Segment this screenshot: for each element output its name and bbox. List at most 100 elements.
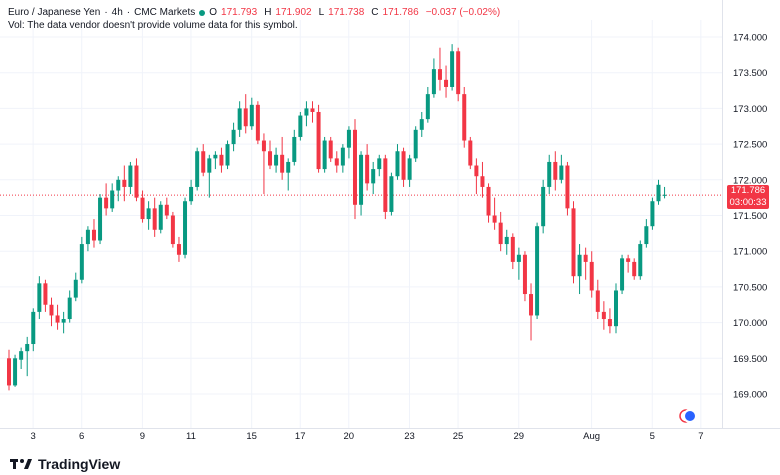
candle-body (601, 311, 606, 320)
candle (79, 236, 84, 284)
candle-body (49, 304, 54, 316)
legend-interval[interactable]: 4h (111, 7, 123, 18)
candle (389, 172, 394, 216)
candle-body (431, 69, 436, 95)
candle (413, 126, 418, 162)
candle (292, 129, 297, 166)
candle-body (110, 190, 115, 209)
candle (225, 140, 230, 170)
candle (365, 144, 370, 191)
candle-body (583, 254, 588, 262)
candle-body (492, 215, 497, 223)
candle (450, 44, 455, 91)
candle (516, 247, 521, 280)
candle (189, 179, 194, 205)
candle (522, 251, 527, 302)
open-value: 171.793 (221, 7, 258, 18)
candle (322, 136, 327, 173)
candle-body (365, 154, 370, 184)
candle (377, 154, 382, 177)
candle-body (620, 258, 625, 291)
candle (510, 233, 515, 270)
candle-body (437, 69, 442, 80)
candle (140, 190, 145, 223)
candle (462, 86, 467, 148)
candle (595, 279, 600, 320)
candle (492, 197, 497, 230)
candle-body (292, 136, 297, 162)
candle-body (638, 244, 643, 277)
candle-body (425, 94, 430, 120)
candle (7, 349, 11, 391)
candle-body (43, 283, 48, 305)
candle-body (383, 158, 388, 212)
candle-body (170, 215, 175, 245)
candle-body (98, 197, 103, 241)
candle (310, 101, 315, 123)
candle (614, 283, 618, 334)
bar-countdown: 03:00:33 (729, 197, 767, 209)
candle-body (340, 147, 345, 166)
candle-body (541, 186, 546, 227)
candle-body (61, 319, 66, 323)
grid-lines (0, 20, 722, 428)
candle-body (13, 358, 18, 386)
x-tick-label: 5 (650, 431, 655, 442)
x-tick-label: 20 (343, 431, 354, 442)
x-tick-label: 6 (79, 431, 84, 442)
candle (55, 304, 60, 330)
legend-symbol[interactable]: Euro / Japanese Yen (8, 7, 101, 18)
candle-body (662, 194, 667, 196)
footer: TradingView (10, 456, 120, 472)
candle-body (407, 158, 412, 180)
candle-body (614, 290, 618, 327)
candle-body (310, 108, 315, 112)
candle-body (55, 315, 60, 323)
candle-body (176, 244, 181, 255)
candle (486, 183, 491, 223)
candle (213, 151, 218, 170)
candle-body (67, 297, 72, 320)
candle-body (577, 254, 582, 277)
candle (43, 279, 48, 312)
candle-body (274, 154, 279, 166)
candle-body (510, 236, 515, 262)
candle-body (213, 154, 218, 159)
candle (431, 58, 436, 98)
time-axis: 3 6 9 11 15 17 20 23 25 29 Aug 5 7 (0, 428, 780, 442)
candle-body (183, 201, 188, 255)
x-tick-label: 7 (698, 431, 703, 442)
volume-note: Vol: The data vendor doesn't provide vol… (8, 20, 298, 31)
candle-body (529, 294, 534, 316)
candle-body (595, 290, 600, 312)
candle-body (516, 254, 521, 262)
candle (589, 251, 594, 298)
candle-body (237, 108, 242, 130)
candle (98, 194, 103, 245)
candle (553, 151, 558, 191)
candle (152, 197, 157, 237)
candle-body (91, 229, 96, 241)
candle-body (377, 158, 382, 170)
tradingview-logo-icon[interactable] (10, 458, 32, 470)
candle (183, 197, 188, 259)
candle-body (280, 154, 285, 173)
candle-body (316, 111, 321, 170)
candle-body (504, 236, 509, 245)
candle-body (456, 51, 461, 95)
candle-body (116, 179, 121, 191)
candle-body (359, 154, 364, 205)
candle (547, 154, 552, 195)
candle-body (261, 140, 266, 152)
candle-body (395, 151, 400, 177)
candle-body (419, 119, 424, 130)
candle (31, 308, 36, 352)
brand-name[interactable]: TradingView (38, 456, 121, 472)
x-tick-label: 23 (404, 431, 415, 442)
candle-body (607, 319, 612, 327)
candle (274, 147, 279, 173)
candle (286, 158, 291, 191)
candle-body (328, 140, 333, 159)
